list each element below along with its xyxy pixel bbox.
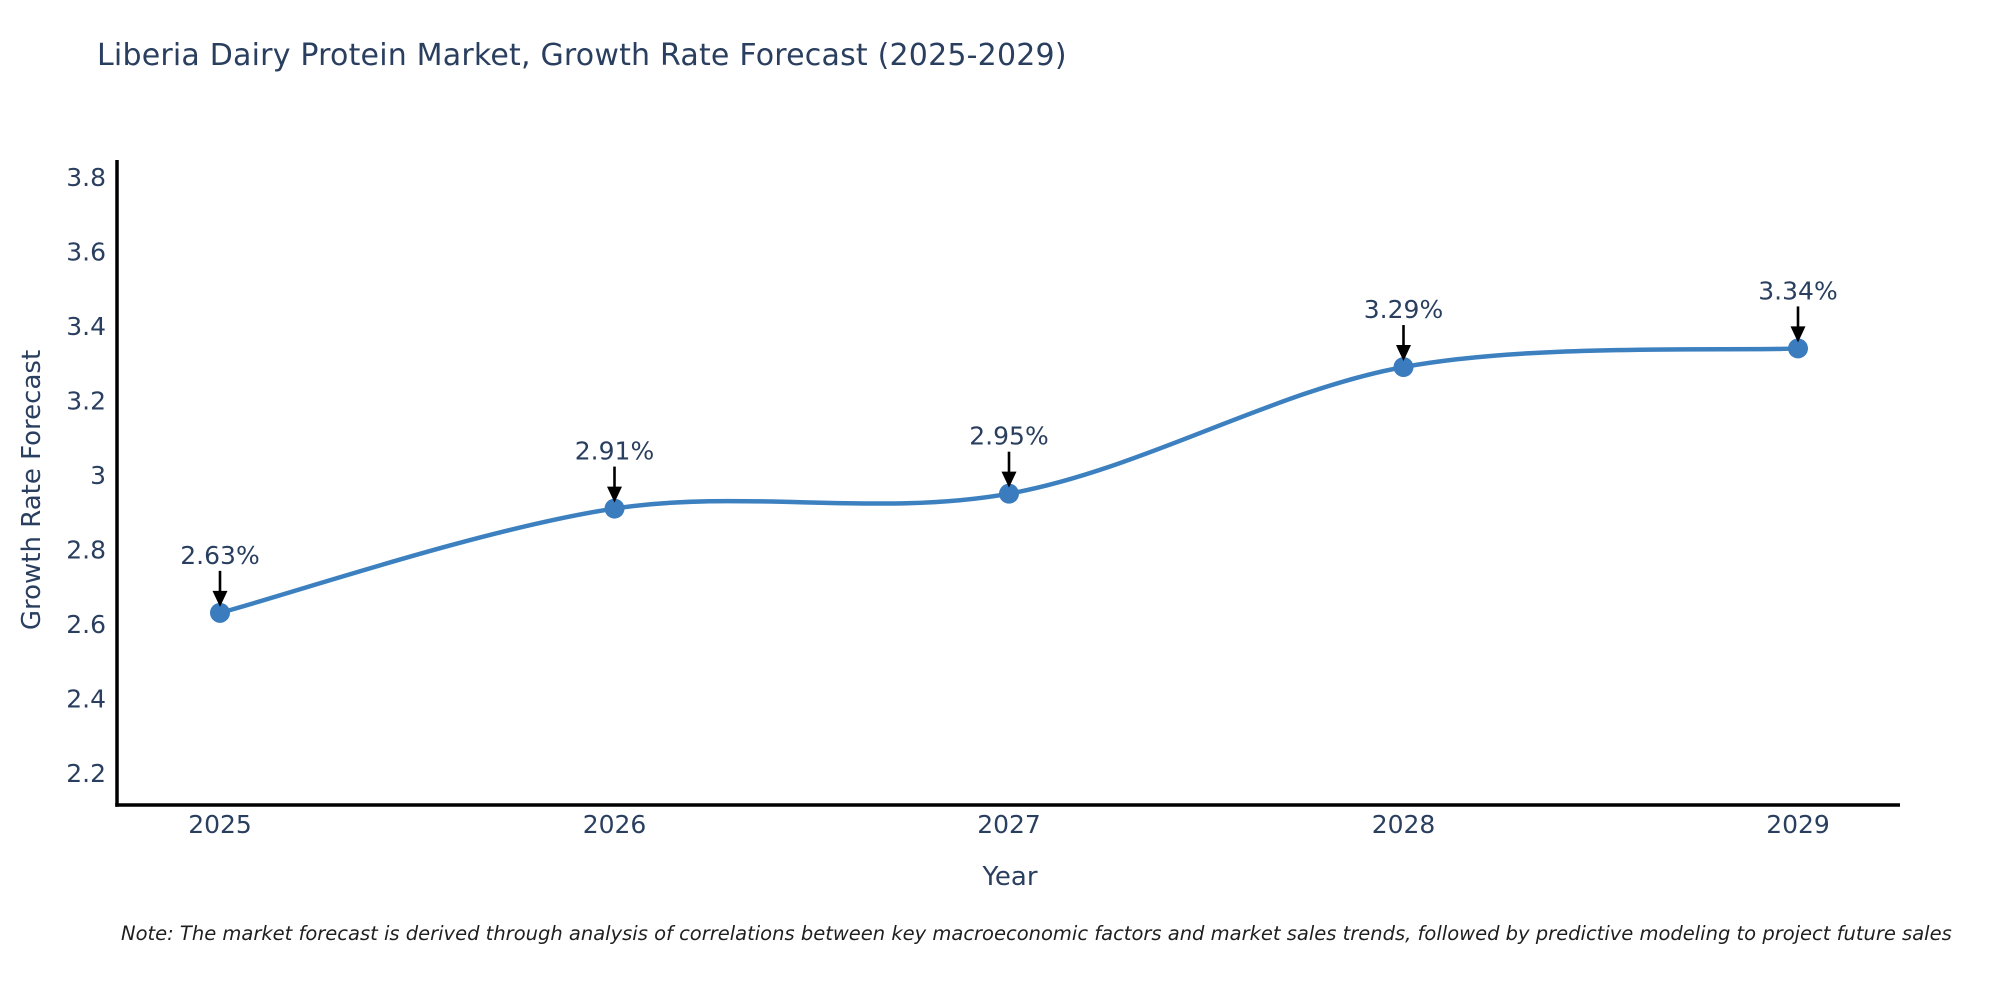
y-tick-label-3.8: 3.8 — [66, 163, 106, 192]
annotation-label-2029: 3.34% — [1758, 276, 1837, 305]
y-tick-label-3.4: 3.4 — [66, 312, 106, 341]
x-tick-label-2026: 2026 — [583, 810, 647, 839]
data-point-2025 — [210, 602, 230, 623]
y-tick-label-2.4: 2.4 — [66, 684, 106, 713]
annotation-arrowhead-2029 — [1790, 326, 1806, 343]
x-tick-label-2028: 2028 — [1372, 810, 1436, 839]
annotation-arrowhead-2027 — [1001, 471, 1017, 488]
data-point-2028 — [1393, 357, 1414, 378]
annotation-arrowhead-2028 — [1396, 345, 1411, 362]
chart-title: Liberia Dairy Protein Market, Growth Rat… — [97, 38, 1067, 73]
annotation-arrowhead-2026 — [607, 486, 622, 503]
data-point-2027 — [999, 483, 1019, 504]
x-tick-label-2029: 2029 — [1766, 810, 1830, 839]
y-tick-label-3.2: 3.2 — [66, 387, 106, 416]
annotation-label-2027: 2.95% — [969, 422, 1048, 451]
y-tick-label-3: 3 — [90, 461, 106, 490]
annotation-label-2026: 2.91% — [575, 437, 654, 466]
data-point-2026 — [604, 498, 625, 519]
data-point-2029 — [1788, 338, 1808, 359]
x-tick-label-2027: 2027 — [977, 810, 1041, 839]
annotation-label-2028: 3.29% — [1364, 295, 1443, 324]
annotation-arrowhead-2025 — [212, 590, 228, 607]
y-tick-label-2.6: 2.6 — [66, 610, 106, 639]
x-tick-label-2025: 2025 — [188, 810, 252, 839]
footnote: Note: The market forecast is derived thr… — [121, 922, 1952, 945]
x-axis-title: Year — [982, 862, 1038, 892]
y-tick-label-2.2: 2.2 — [66, 759, 106, 788]
y-tick-label-2.8: 2.8 — [66, 536, 106, 565]
y-axis-title: Growth Rate Forecast — [17, 349, 47, 631]
annotation-label-2025: 2.63% — [180, 541, 259, 570]
y-tick-label-3.6: 3.6 — [66, 238, 106, 267]
